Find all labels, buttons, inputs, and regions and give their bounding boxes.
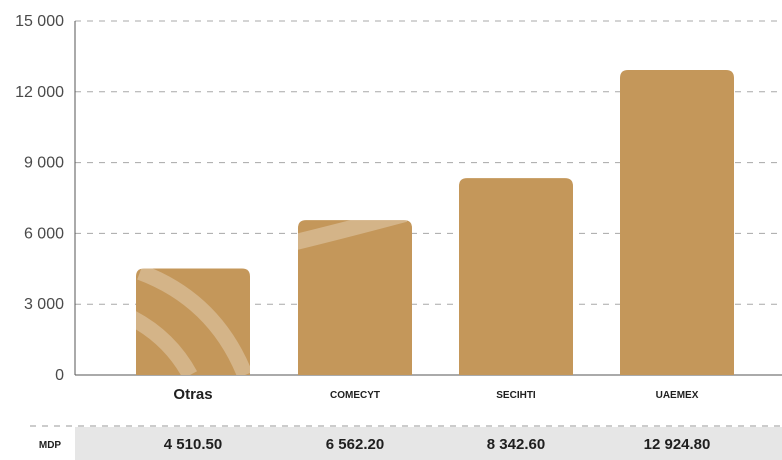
bar-decorative-arc — [298, 220, 408, 250]
bar-decoration-otras — [136, 268, 250, 375]
value-table: MDP 4 510.50 6 562.20 8 342.60 12 924.80 — [30, 425, 782, 460]
y-tick-label: 12 000 — [15, 84, 64, 101]
y-tick-label: 3 000 — [24, 296, 64, 313]
bars — [136, 69, 734, 375]
y-tick-label: 9 000 — [24, 155, 64, 172]
x-category-label: SECIHTI — [496, 390, 536, 401]
value-table-cell: 12 924.80 — [644, 436, 711, 453]
x-category-label: UAEMEX — [656, 390, 699, 401]
y-axis-tick-labels: 0 3 000 6 000 9 000 12 000 15 000 — [15, 13, 64, 384]
bar-secihti — [459, 178, 573, 375]
bar-comecyt — [298, 220, 412, 375]
value-table-cell: 4 510.50 — [164, 436, 222, 453]
value-table-band — [75, 427, 782, 460]
x-category-label: COMECYT — [330, 390, 380, 401]
bar-decorative-arc — [136, 311, 198, 375]
y-tick-label: 15 000 — [15, 13, 64, 30]
x-axis-category-labels: Otras COMECYT SECIHTI UAEMEX — [173, 386, 698, 403]
x-category-label: Otras — [173, 386, 212, 403]
y-tick-label: 0 — [55, 367, 64, 384]
bar-uaemex — [620, 69, 734, 375]
bar-decoration-comecyt — [298, 220, 408, 250]
value-table-unit-label: MDP — [39, 440, 62, 451]
bar-decorative-arc — [137, 268, 250, 375]
bar-otras — [136, 268, 250, 375]
y-tick-label: 6 000 — [24, 225, 64, 242]
value-table-cell: 8 342.60 — [487, 436, 545, 453]
value-table-cell: 6 562.20 — [326, 436, 384, 453]
